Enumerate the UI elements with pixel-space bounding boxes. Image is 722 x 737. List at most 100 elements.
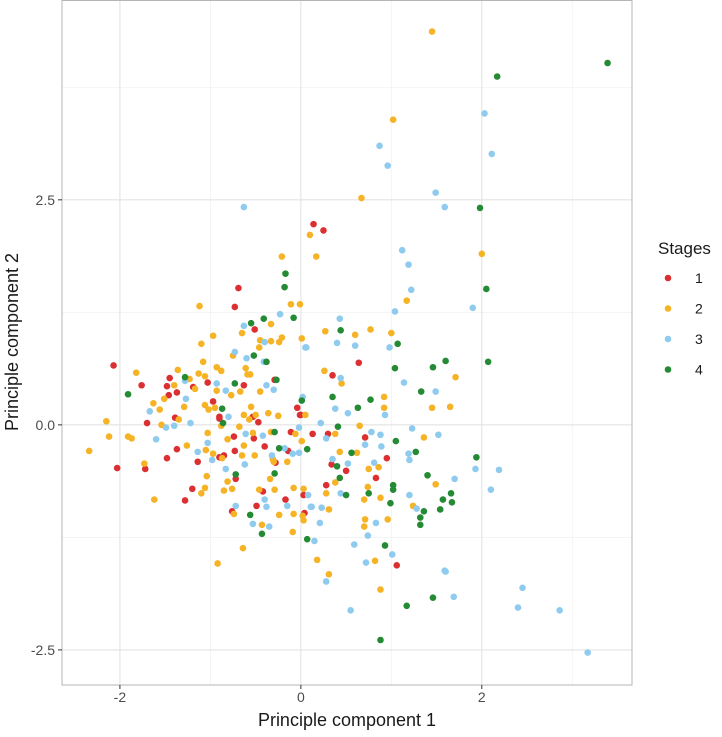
point-stage-3 bbox=[432, 189, 439, 196]
point-stage-3 bbox=[231, 348, 239, 356]
point-stage-2 bbox=[360, 523, 368, 530]
point-stage-4 bbox=[342, 491, 350, 499]
point-stage-3 bbox=[302, 344, 310, 351]
point-stage-2 bbox=[247, 403, 255, 411]
point-stage-2 bbox=[432, 480, 439, 488]
point-stage-2 bbox=[389, 116, 397, 124]
point-stage-2 bbox=[325, 570, 333, 578]
point-stage-4 bbox=[448, 498, 456, 506]
point-stage-2 bbox=[156, 406, 164, 413]
point-stage-3 bbox=[384, 162, 392, 169]
point-stage-2 bbox=[255, 344, 263, 351]
point-stage-2 bbox=[224, 478, 231, 485]
point-stage-2 bbox=[336, 448, 344, 456]
point-stage-2 bbox=[321, 327, 329, 335]
point-stage-4 bbox=[258, 530, 266, 538]
point-stage-3 bbox=[381, 411, 389, 419]
point-stage-2 bbox=[299, 512, 306, 520]
point-stage-2 bbox=[367, 326, 374, 333]
point-stage-4 bbox=[429, 594, 437, 601]
point-stage-3 bbox=[350, 541, 358, 548]
point-stage-4 bbox=[281, 283, 288, 291]
point-stage-2 bbox=[236, 423, 243, 430]
point-stage-1 bbox=[293, 404, 301, 412]
point-stage-2 bbox=[271, 486, 278, 493]
point-stage-2 bbox=[377, 586, 384, 593]
point-stage-3 bbox=[361, 441, 369, 448]
point-stage-2 bbox=[238, 329, 246, 337]
point-stage-2 bbox=[198, 489, 205, 497]
point-stage-3 bbox=[187, 419, 194, 427]
point-stage-3 bbox=[162, 424, 170, 431]
point-stage-2 bbox=[256, 388, 264, 395]
point-stage-1 bbox=[173, 389, 181, 396]
point-stage-3 bbox=[333, 339, 341, 347]
point-stage-2 bbox=[375, 463, 382, 471]
y-axis-ticks: -2.5 0.0 2.5 bbox=[31, 192, 62, 658]
point-stage-3 bbox=[487, 486, 495, 493]
point-stage-2 bbox=[199, 358, 207, 366]
point-stage-4 bbox=[394, 340, 401, 348]
point-stage-4 bbox=[303, 535, 311, 543]
point-stage-2 bbox=[209, 332, 217, 340]
point-stage-2 bbox=[360, 496, 368, 503]
point-stage-3 bbox=[408, 425, 416, 432]
point-stage-4 bbox=[271, 428, 278, 436]
point-stage-3 bbox=[304, 491, 312, 499]
point-stage-4 bbox=[231, 380, 239, 387]
point-stage-2 bbox=[331, 430, 339, 438]
point-stage-1 bbox=[138, 381, 145, 389]
panel-border bbox=[61, 0, 633, 686]
point-stage-4 bbox=[273, 376, 280, 384]
y-tick-label: -2.5 bbox=[31, 642, 55, 658]
point-stage-1 bbox=[204, 379, 211, 386]
point-stage-2 bbox=[218, 454, 226, 462]
point-stage-2 bbox=[278, 253, 286, 260]
point-stage-1 bbox=[328, 461, 335, 468]
point-stage-2 bbox=[380, 404, 388, 412]
point-stage-4 bbox=[381, 542, 389, 549]
point-stage-4 bbox=[275, 444, 283, 452]
point-stage-4 bbox=[420, 507, 428, 515]
point-stage-4 bbox=[424, 471, 431, 479]
point-stage-2 bbox=[128, 435, 135, 442]
point-stage-3 bbox=[450, 593, 458, 601]
point-stage-3 bbox=[268, 452, 276, 459]
point-stage-2 bbox=[428, 404, 436, 412]
point-stage-2 bbox=[246, 371, 254, 378]
point-stage-1 bbox=[110, 362, 117, 369]
point-stage-3 bbox=[337, 374, 344, 382]
x-axis-title: Principle component 1 bbox=[258, 710, 436, 730]
point-stage-4 bbox=[416, 521, 424, 529]
point-stage-3 bbox=[225, 413, 232, 421]
point-stage-4 bbox=[483, 285, 490, 293]
point-stage-1 bbox=[143, 419, 151, 427]
point-stage-4 bbox=[392, 437, 400, 445]
point-stage-2 bbox=[371, 557, 379, 565]
legend-key-2 bbox=[664, 305, 672, 312]
point-stage-2 bbox=[312, 253, 320, 260]
point-stage-2 bbox=[384, 516, 392, 523]
point-stage-4 bbox=[303, 445, 311, 453]
point-stage-3 bbox=[261, 496, 268, 503]
point-stage-2 bbox=[306, 231, 314, 239]
point-stage-3 bbox=[495, 466, 503, 474]
point-stage-3 bbox=[281, 444, 288, 452]
point-stage-3 bbox=[329, 455, 336, 463]
point-stage-4 bbox=[391, 364, 399, 372]
point-stage-4 bbox=[367, 396, 374, 403]
point-stage-1 bbox=[250, 435, 258, 442]
point-stage-4 bbox=[365, 489, 373, 497]
point-stage-3 bbox=[378, 443, 385, 450]
point-stage-4 bbox=[250, 352, 258, 359]
point-stage-2 bbox=[290, 484, 297, 492]
point-stage-3 bbox=[337, 489, 344, 497]
point-stage-2 bbox=[85, 447, 93, 455]
legend-key-4 bbox=[664, 366, 672, 373]
point-stage-3 bbox=[182, 395, 190, 403]
point-stage-3 bbox=[222, 465, 230, 473]
point-stage-3 bbox=[152, 435, 160, 443]
point-stage-1 bbox=[194, 458, 202, 466]
point-stage-4 bbox=[232, 471, 240, 478]
grid bbox=[62, 0, 632, 685]
